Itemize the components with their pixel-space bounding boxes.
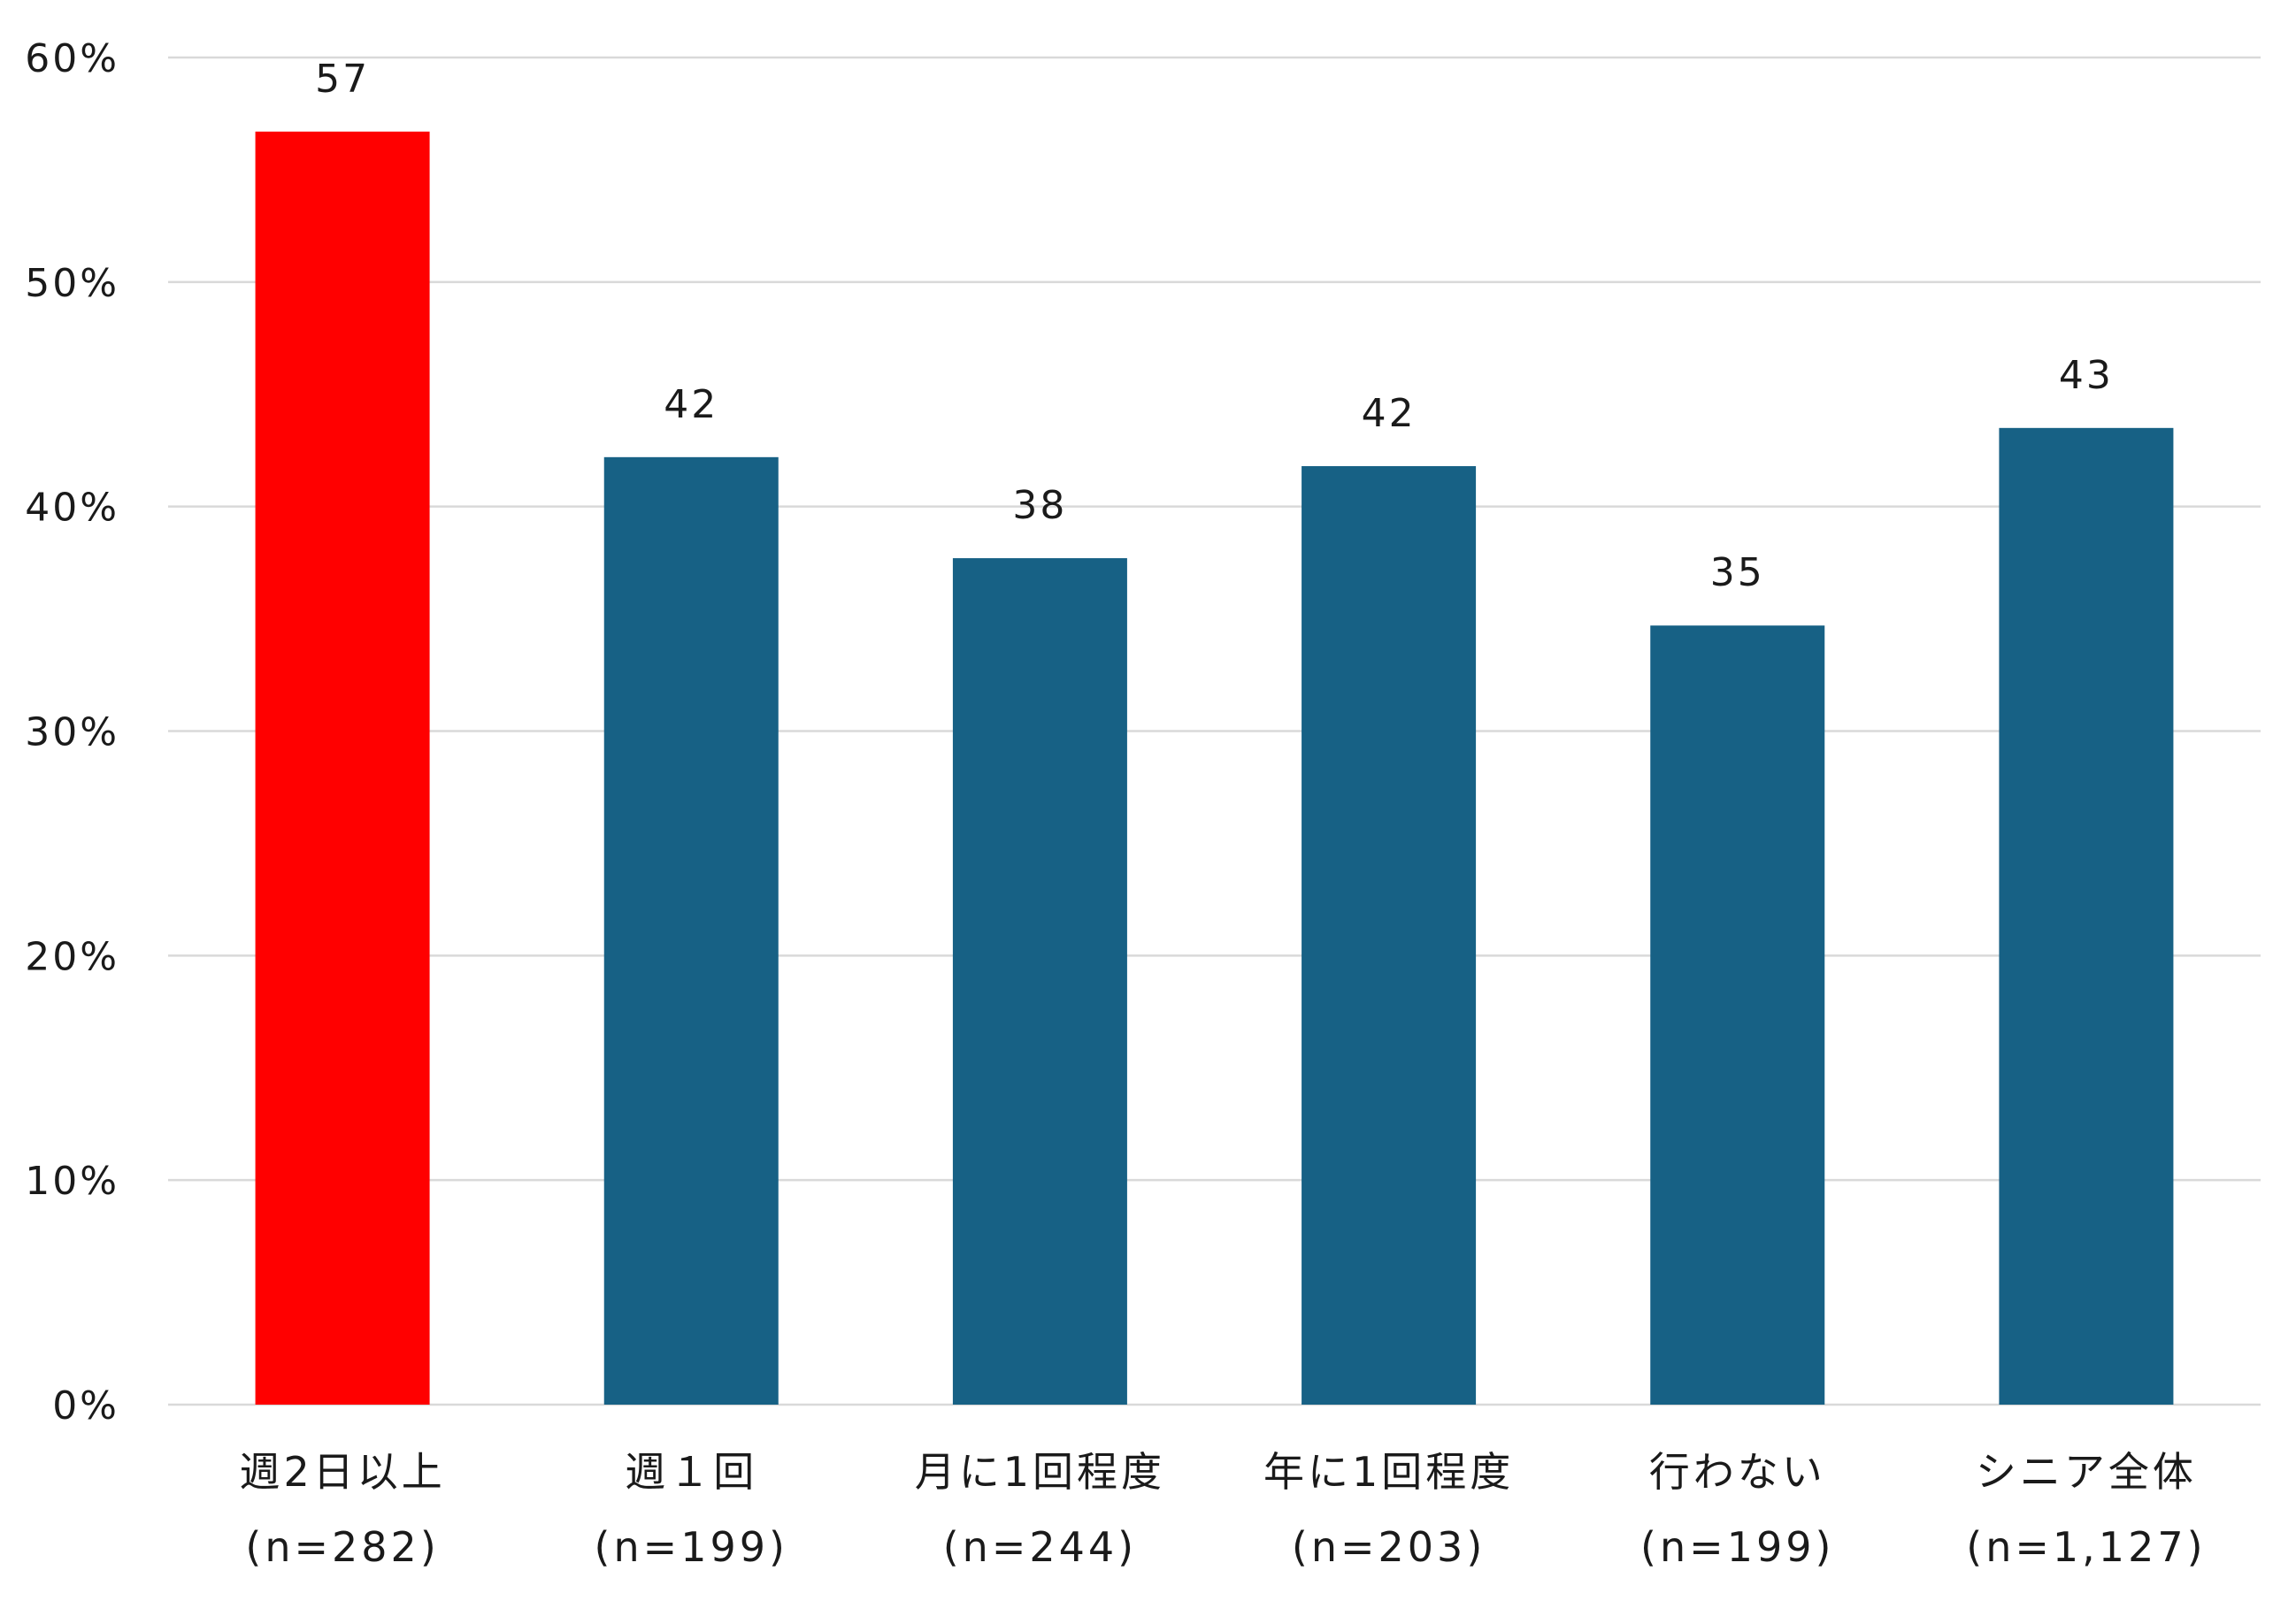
bar	[1999, 427, 2174, 1406]
y-tick-label: 50%	[25, 261, 119, 306]
category-label: 月に1回程度	[915, 1448, 1165, 1496]
bar	[952, 558, 1127, 1405]
y-tick-label: 10%	[25, 1159, 119, 1204]
data-label: 42	[664, 382, 718, 427]
y-tick-label: 40%	[25, 486, 119, 531]
category-sample-size-label: (n=244)	[943, 1523, 1137, 1571]
y-tick-label: 20%	[25, 934, 119, 979]
data-label: 57	[315, 57, 370, 102]
bar	[1302, 465, 1477, 1405]
category-sample-size-label: (n=199)	[1640, 1523, 1834, 1571]
category-sample-size-label: (n=199)	[595, 1523, 788, 1571]
y-tick-label: 0%	[52, 1383, 119, 1429]
x-axis-category-labels: 週2日以上 (n=282) 週１回 (n=199) 月に1回程度 (n=244) 年に1回程…	[239, 1448, 2206, 1571]
category-sample-size-label: (n=282)	[245, 1523, 439, 1571]
data-label: 42	[1362, 391, 1417, 436]
y-tick-label: 60%	[25, 36, 119, 81]
data-label: 43	[2059, 353, 2114, 398]
bar	[255, 131, 430, 1405]
data-label: 35	[1710, 550, 1765, 595]
gridlines	[168, 56, 2261, 1406]
category-label: 週１回	[625, 1448, 757, 1496]
category-label: 週2日以上	[239, 1448, 445, 1496]
bars	[255, 131, 2174, 1406]
data-label: 38	[1012, 483, 1067, 528]
bar	[1650, 625, 1825, 1405]
category-label: 年に1回程度	[1263, 1448, 1514, 1496]
y-tick-label: 30%	[25, 710, 119, 755]
category-sample-size-label: (n=203)	[1292, 1523, 1486, 1571]
category-sample-size-label: (n=1,127)	[1966, 1523, 2206, 1571]
category-label: シニア全体	[1976, 1448, 2197, 1496]
category-label: 行わない	[1649, 1448, 1826, 1496]
bar	[603, 456, 779, 1406]
y-axis-tick-labels: 0% 10% 20% 30% 40% 50% 60%	[25, 36, 119, 1429]
data-labels: 57 42 38 42 35 43	[315, 57, 2114, 595]
